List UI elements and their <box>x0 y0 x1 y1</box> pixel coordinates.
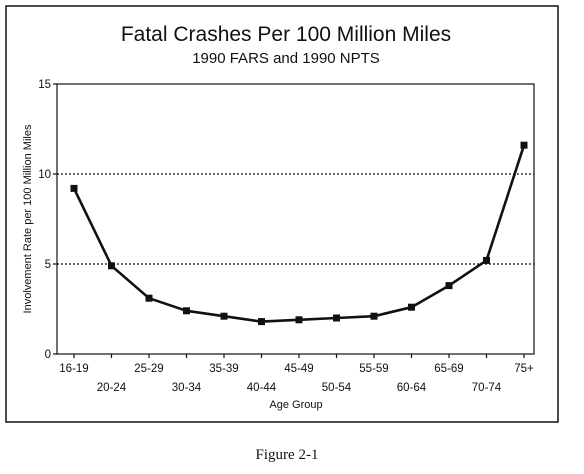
data-point <box>183 307 190 315</box>
y-tick-label: 5 <box>45 259 51 271</box>
x-tick-label: 70-74 <box>472 382 502 394</box>
chart-subtitle: 1990 FARS and 1990 NPTS <box>192 50 380 67</box>
data-point <box>370 312 378 320</box>
chart-frame <box>5 5 559 423</box>
x-tick-label: 60-64 <box>397 382 427 394</box>
x-axis-ticks <box>73 354 525 358</box>
gridlines <box>57 173 534 265</box>
data-point <box>258 318 265 326</box>
x-tick-label: 75+ <box>514 363 534 375</box>
data-point <box>483 256 490 264</box>
x-tick-label: 50-54 <box>322 382 352 394</box>
series <box>70 141 528 326</box>
plot-area <box>56 83 535 355</box>
x-tick-label: 55-59 <box>359 363 388 375</box>
data-point <box>220 312 228 320</box>
x-tick-label: 30-34 <box>172 382 202 394</box>
y-tick-label: 10 <box>38 169 51 181</box>
x-axis-tick-labels: 16-19 20-24 25-29 30-34 35-39 40-44 45-49 50-54… <box>59 363 534 394</box>
series-line <box>72 144 526 323</box>
x-tick-label: 45-49 <box>284 363 313 375</box>
data-point <box>520 141 528 149</box>
x-tick-label: 35-39 <box>209 363 238 375</box>
data-point <box>295 316 303 324</box>
data-point <box>70 184 78 192</box>
x-tick-label: 65-69 <box>434 363 463 375</box>
x-axis-label: Age Group <box>269 399 322 411</box>
x-tick-label: 40-44 <box>247 382 277 394</box>
x-tick-label: 25-29 <box>134 363 163 375</box>
data-point <box>445 282 453 290</box>
y-tick-label: 15 <box>38 79 51 91</box>
x-tick-label: 16-19 <box>59 363 88 375</box>
data-point <box>333 314 340 322</box>
chart-title: Fatal Crashes Per 100 Million Miles <box>121 23 451 46</box>
y-tick-label: 0 <box>45 349 51 361</box>
data-point <box>145 294 153 302</box>
data-point <box>408 303 415 311</box>
y-axis-tick-labels: 0 5 10 15 <box>38 79 51 361</box>
figure-caption: Figure 2-1 <box>256 447 319 463</box>
y-axis-label: Involvement Rate per 100 Million Miles <box>22 124 34 313</box>
data-point <box>108 262 115 270</box>
y-axis-ticks <box>53 83 57 355</box>
x-tick-label: 20-24 <box>97 382 127 394</box>
